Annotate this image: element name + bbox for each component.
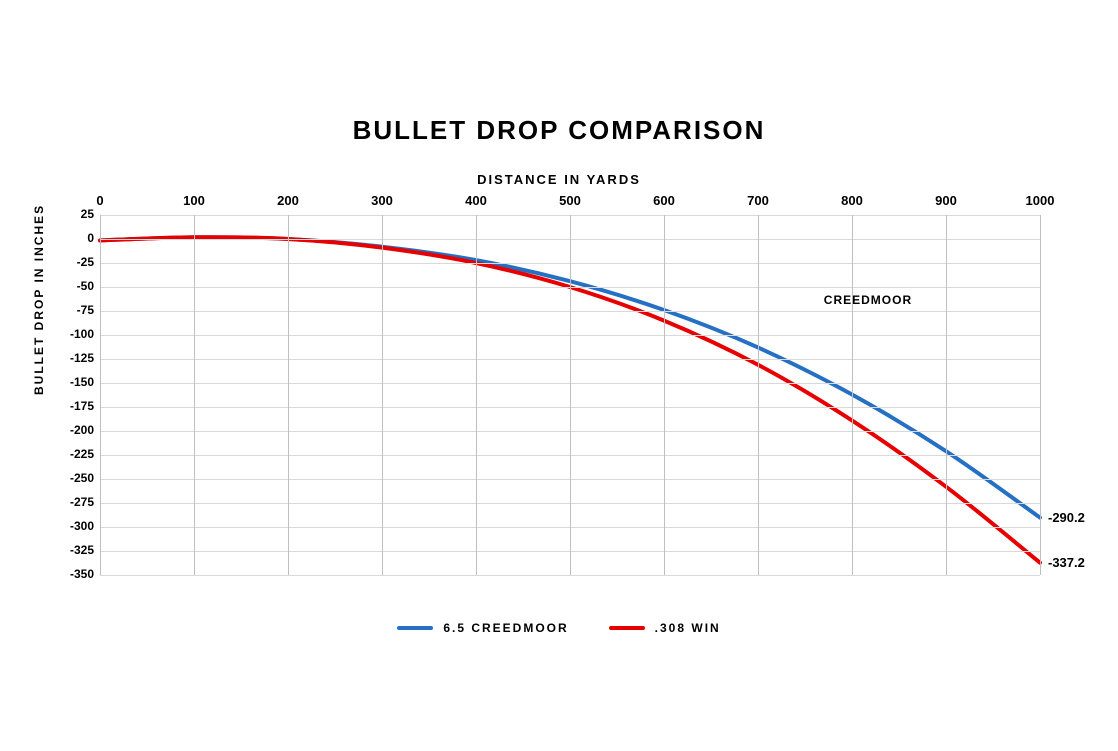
- gridline-v: [100, 215, 101, 575]
- y-tick-label: -25: [52, 255, 94, 269]
- chart-legend: 6.5 CREEDMOOR .308 WIN: [0, 620, 1118, 635]
- gridline-v: [194, 215, 195, 575]
- x-tick-label: 500: [540, 193, 600, 208]
- gridline-v: [288, 215, 289, 575]
- series-end-label: -337.2: [1048, 555, 1085, 570]
- y-tick-label: -250: [52, 471, 94, 485]
- x-tick-label: 700: [728, 193, 788, 208]
- gridline-v: [476, 215, 477, 575]
- legend-swatch: [609, 626, 645, 630]
- legend-swatch: [397, 626, 433, 630]
- x-tick-label: 400: [446, 193, 506, 208]
- y-tick-label: -100: [52, 327, 94, 341]
- x-tick-label: 0: [70, 193, 130, 208]
- series-end-label: -290.2: [1048, 510, 1085, 525]
- gridline-h: [100, 575, 1040, 576]
- legend-item: 6.5 CREEDMOOR: [397, 620, 568, 635]
- y-tick-label: -150: [52, 375, 94, 389]
- x-tick-label: 100: [164, 193, 224, 208]
- y-tick-label: 0: [52, 231, 94, 245]
- y-tick-label: 25: [52, 207, 94, 221]
- y-tick-label: -325: [52, 543, 94, 557]
- x-tick-label: 900: [916, 193, 976, 208]
- y-tick-label: -50: [52, 279, 94, 293]
- gridline-v: [758, 215, 759, 575]
- chart-subtitle: DISTANCE IN YARDS: [0, 172, 1118, 187]
- gridline-v: [382, 215, 383, 575]
- x-tick-label: 600: [634, 193, 694, 208]
- gridline-v: [852, 215, 853, 575]
- legend-item: .308 WIN: [609, 620, 721, 635]
- y-tick-label: -200: [52, 423, 94, 437]
- y-tick-label: -175: [52, 399, 94, 413]
- y-tick-label: -300: [52, 519, 94, 533]
- x-tick-label: 200: [258, 193, 318, 208]
- y-tick-label: -275: [52, 495, 94, 509]
- x-tick-label: 800: [822, 193, 882, 208]
- y-axis-label: BULLET DROP IN INCHES: [32, 204, 46, 395]
- x-tick-label: 1000: [1010, 193, 1070, 208]
- plot-area: 250-25-50-75-100-125-150-175-200-225-250…: [100, 215, 1040, 575]
- chart-title: BULLET DROP COMPARISON: [0, 115, 1118, 146]
- gridline-v: [570, 215, 571, 575]
- legend-label: .308 WIN: [655, 621, 721, 635]
- chart-container: BULLET DROP COMPARISON DISTANCE IN YARDS…: [0, 0, 1118, 751]
- y-tick-label: -225: [52, 447, 94, 461]
- x-tick-label: 300: [352, 193, 412, 208]
- legend-label: 6.5 CREEDMOOR: [443, 621, 568, 635]
- chart-annotation: CREEDMOOR: [824, 293, 912, 307]
- y-tick-label: -350: [52, 567, 94, 581]
- y-tick-label: -75: [52, 303, 94, 317]
- gridline-v: [946, 215, 947, 575]
- gridline-v: [1040, 215, 1041, 575]
- y-tick-label: -125: [52, 351, 94, 365]
- gridline-v: [664, 215, 665, 575]
